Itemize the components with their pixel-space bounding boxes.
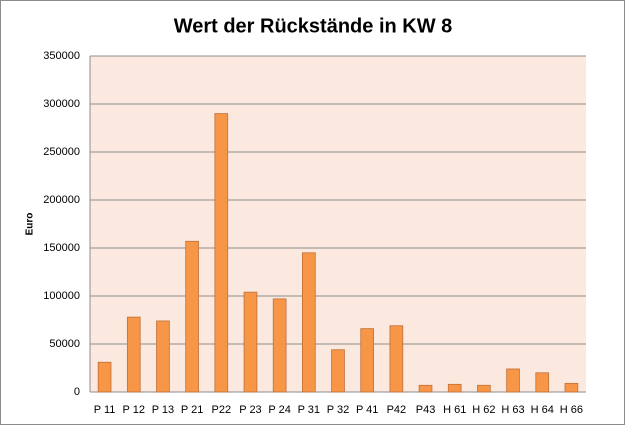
x-tick-label: H 61 bbox=[443, 404, 466, 416]
bar bbox=[272, 298, 287, 393]
bar bbox=[447, 383, 462, 393]
y-tick-label: 100000 bbox=[43, 290, 80, 302]
y-tick-label: 150000 bbox=[43, 242, 80, 254]
bar bbox=[506, 368, 520, 393]
x-tick-label: P 13 bbox=[152, 404, 174, 416]
x-tick-label: H 64 bbox=[531, 404, 554, 416]
x-tick-label: P 23 bbox=[239, 404, 261, 416]
x-tick-label: P 21 bbox=[181, 404, 203, 416]
x-tick-label: P 24 bbox=[268, 404, 290, 416]
x-tick-label: P 12 bbox=[123, 404, 145, 416]
bar bbox=[214, 113, 229, 393]
y-tick-label: 300000 bbox=[43, 98, 80, 110]
plot-area bbox=[90, 56, 586, 392]
bar bbox=[564, 382, 579, 393]
bar bbox=[389, 325, 404, 393]
y-tick-label: 0 bbox=[74, 386, 80, 398]
bar bbox=[126, 316, 141, 393]
y-axis-label: Euro bbox=[25, 213, 36, 236]
x-tick-label: P 41 bbox=[356, 404, 378, 416]
y-tick-label: 350000 bbox=[43, 50, 80, 62]
bar bbox=[535, 372, 550, 393]
x-tick-label: P 31 bbox=[298, 404, 320, 416]
y-tick-label: 50000 bbox=[49, 338, 80, 350]
bar bbox=[156, 320, 170, 393]
bar bbox=[360, 328, 374, 393]
x-tick-label: H 62 bbox=[472, 404, 495, 416]
x-tick-label: H 63 bbox=[501, 404, 524, 416]
bar bbox=[243, 291, 258, 393]
x-tick-label: P42 bbox=[387, 404, 407, 416]
chart-title: Wert der Rückstände in KW 8 bbox=[174, 15, 453, 37]
x-tick-label: P43 bbox=[416, 404, 436, 416]
bar bbox=[331, 349, 345, 393]
y-tick-label: 200000 bbox=[43, 194, 80, 206]
bar bbox=[97, 361, 112, 393]
bar bbox=[477, 384, 491, 393]
bar bbox=[418, 384, 433, 393]
bar bbox=[185, 240, 199, 393]
x-tick-label: H 66 bbox=[560, 404, 583, 416]
bar bbox=[302, 252, 316, 393]
x-tick-label: P22 bbox=[212, 404, 232, 416]
y-tick-label: 250000 bbox=[43, 146, 80, 158]
x-tick-label: P 11 bbox=[94, 404, 116, 416]
x-tick-label: P 32 bbox=[327, 404, 349, 416]
